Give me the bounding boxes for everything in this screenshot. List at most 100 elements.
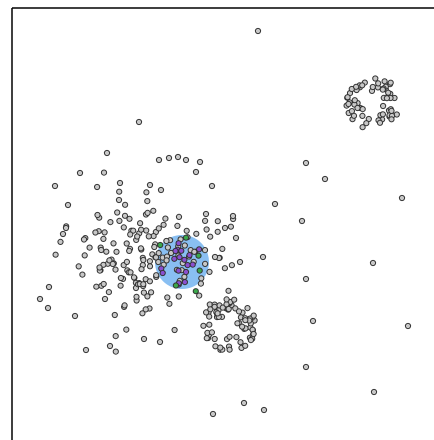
data-point (351, 97, 358, 104)
data-point (120, 224, 127, 231)
data-point (211, 335, 218, 343)
data-point (240, 399, 248, 407)
data-point (388, 116, 395, 123)
data-point (142, 306, 149, 313)
neighbor-point (195, 252, 202, 259)
data-point (155, 225, 162, 232)
data-point (57, 238, 64, 245)
data-point (140, 289, 147, 296)
data-point (225, 287, 232, 294)
data-point (191, 248, 198, 255)
highlight-point (181, 256, 188, 263)
data-point (212, 343, 219, 350)
data-point (138, 226, 145, 233)
data-point (100, 169, 108, 176)
data-point (146, 278, 153, 285)
data-point (101, 229, 108, 236)
data-point (123, 240, 130, 247)
neighbor-point (192, 288, 199, 295)
data-point (385, 89, 392, 96)
data-point (206, 321, 213, 328)
highlight-points-layer (157, 234, 203, 295)
data-point (156, 338, 164, 346)
data-point (111, 311, 118, 319)
data-point (59, 230, 67, 238)
data-point (64, 201, 72, 209)
data-point (116, 217, 123, 224)
data-point (237, 339, 244, 346)
data-point (259, 253, 267, 261)
data-point (155, 250, 162, 257)
data-point (242, 342, 249, 349)
data-point (226, 346, 233, 353)
data-point (260, 406, 268, 414)
data-point (103, 149, 111, 157)
data-point (51, 182, 59, 190)
data-point (162, 215, 169, 222)
data-point (171, 326, 178, 334)
data-point (76, 169, 84, 177)
data-point (302, 275, 310, 283)
data-point (197, 280, 204, 287)
data-point (160, 221, 167, 228)
data-point (203, 335, 210, 342)
data-point (369, 83, 376, 91)
data-point (151, 243, 158, 251)
data-point (121, 302, 128, 309)
data-point (250, 330, 257, 338)
data-point (387, 79, 394, 86)
data-point (175, 293, 182, 300)
highlight-point (189, 261, 196, 268)
data-point (381, 78, 388, 85)
data-point (123, 258, 131, 265)
data-point (117, 274, 125, 282)
data-point (174, 222, 181, 229)
data-point (198, 275, 205, 282)
data-point (181, 242, 188, 249)
data-point (44, 304, 52, 312)
neighbor-point (182, 234, 190, 241)
data-point (148, 289, 155, 296)
data-point (146, 181, 154, 189)
data-point (372, 75, 379, 82)
data-point (207, 306, 214, 313)
data-point (146, 263, 154, 270)
neighbor-point (172, 282, 179, 289)
data-point (196, 292, 203, 299)
highlight-point (178, 247, 185, 254)
data-point (139, 310, 146, 317)
data-point (353, 83, 360, 90)
data-point (143, 227, 150, 234)
data-point (100, 280, 107, 288)
points-layer (36, 27, 412, 418)
highlight-point (175, 240, 182, 247)
data-point (380, 102, 387, 110)
data-point (100, 235, 107, 242)
data-point (105, 289, 113, 296)
data-point (75, 263, 82, 270)
data-point (115, 196, 123, 204)
data-point (247, 337, 254, 344)
data-point (134, 233, 141, 240)
data-point (221, 224, 229, 232)
data-point (375, 80, 382, 87)
data-point (369, 259, 377, 267)
data-point (345, 100, 352, 108)
data-point (81, 252, 88, 259)
data-point (144, 198, 151, 205)
highlight-point (196, 246, 203, 253)
data-point (196, 158, 204, 166)
data-point (153, 272, 160, 279)
data-point (71, 312, 79, 320)
data-point (208, 329, 215, 336)
data-point (211, 253, 219, 261)
data-point (121, 212, 129, 219)
data-point (107, 219, 114, 226)
data-point (114, 209, 121, 216)
data-point (86, 244, 93, 251)
data-point (214, 310, 221, 317)
data-point (112, 333, 119, 340)
data-point (113, 248, 120, 255)
highlight-point (159, 269, 166, 277)
